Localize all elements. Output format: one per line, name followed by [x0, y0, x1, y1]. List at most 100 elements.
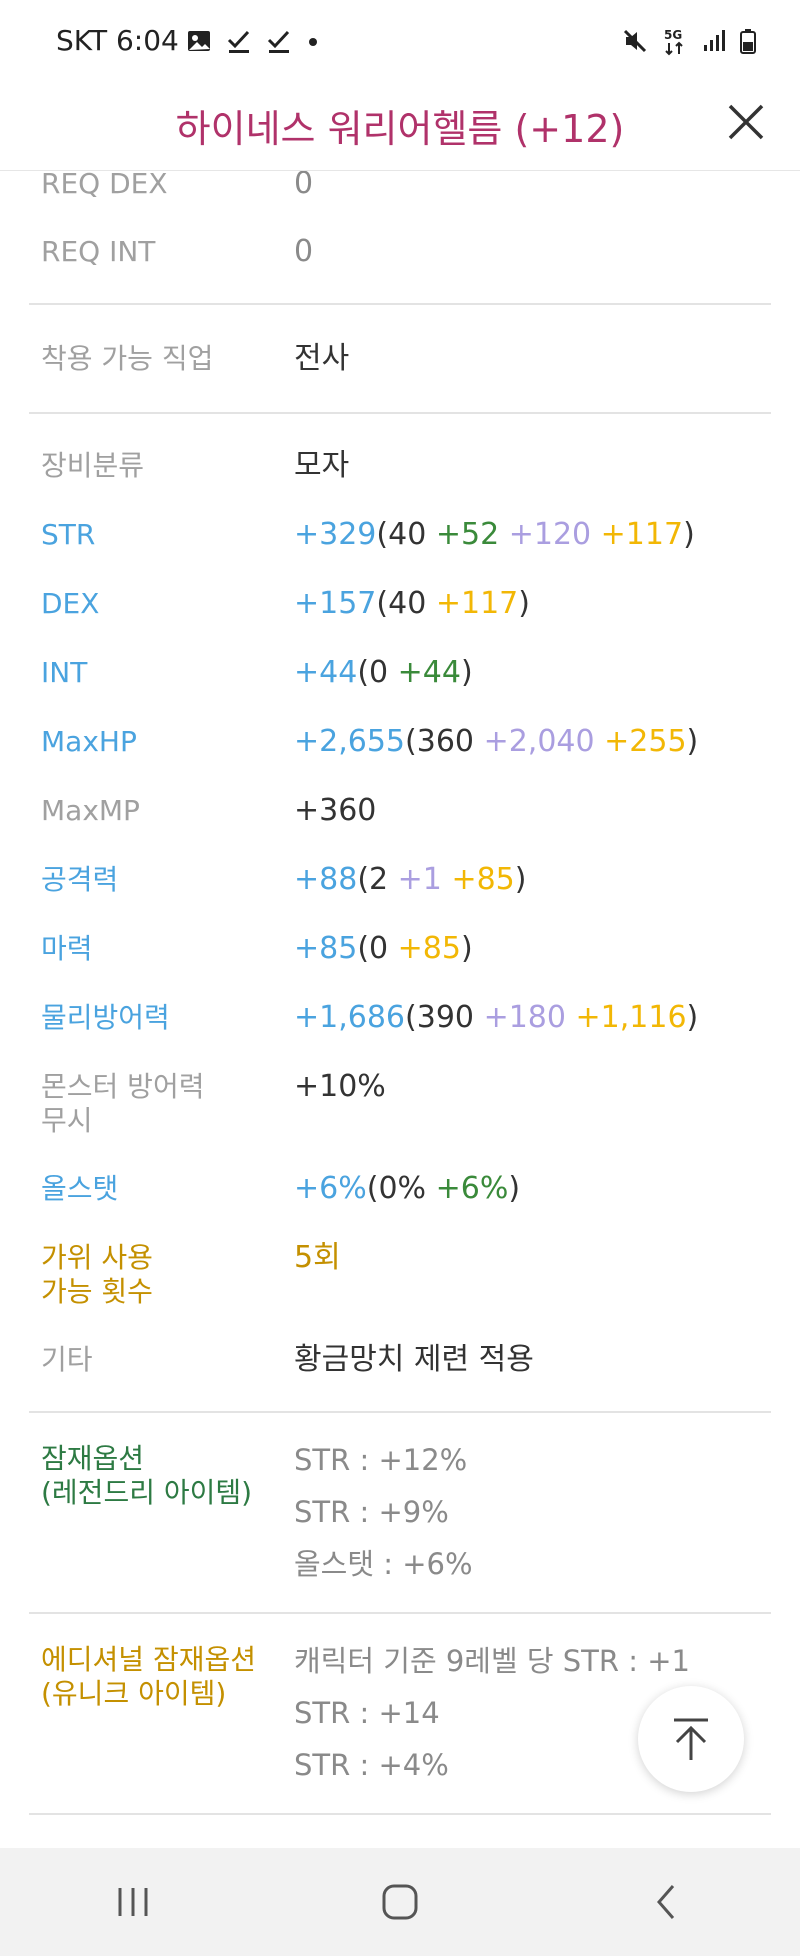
signal-icon — [702, 29, 726, 59]
paren-open: ( — [405, 724, 417, 759]
paren-open: ( — [376, 517, 389, 552]
scissors-value: 5회 — [294, 1240, 341, 1275]
etc-label: 기타 — [41, 1343, 93, 1376]
stat-star: +117 — [600, 517, 684, 552]
stat-base: 0 — [369, 655, 389, 690]
label-line: 가위 사용 — [41, 1241, 153, 1274]
label-line: 잠재옵션 — [41, 1442, 145, 1475]
maxhp-row: MaxHP +2,655(360 +2,040 +255) — [29, 708, 771, 777]
req-row: REQ INT 0 — [29, 218, 771, 303]
potential-lines: STR : +12% STR : +9% 올스탯 : +6% — [294, 1425, 473, 1602]
stat-star: +255 — [604, 724, 687, 759]
check-icon — [266, 28, 292, 61]
dex-label: DEX — [41, 587, 100, 620]
home-icon — [382, 1884, 418, 1920]
dot-icon — [306, 28, 320, 61]
str-row: STR +329(40 +52 +120 +117) — [29, 501, 771, 570]
potential-line: STR : +9% — [294, 1495, 449, 1529]
paren-open: ( — [366, 1171, 379, 1206]
paren-open: ( — [357, 655, 370, 690]
close-icon — [728, 104, 764, 140]
paren-open: ( — [405, 1000, 417, 1035]
etc-value: 황금망치 제련 적용 — [294, 1342, 534, 1377]
stat-star: +85 — [397, 931, 461, 966]
stat-base: 390 — [416, 1000, 475, 1035]
paren-close: ) — [460, 931, 473, 966]
paren-close: ) — [686, 724, 699, 759]
defense-row: 물리방어력 +1,686(390 +180 +1,116) — [29, 984, 771, 1053]
paren-open: ( — [376, 586, 389, 621]
req-row: REQ DEX 0 — [29, 150, 771, 218]
additional-row: 에디셔널 잠재옵션 (유니크 아이템) 캐릭터 기준 9레벨 당 STR : +… — [29, 1626, 771, 1803]
paren-close: ) — [460, 655, 473, 690]
paren-open: ( — [357, 931, 370, 966]
paren-close: ) — [514, 862, 527, 897]
potential-section: 잠재옵션 (레전드리 아이템) STR : +12% STR : +9% 올스탯… — [29, 1413, 771, 1614]
maxmp-label: MaxMP — [41, 794, 140, 827]
defense-label: 물리방어력 — [41, 1001, 170, 1034]
arrow-up-icon — [674, 1718, 708, 1760]
recents-button[interactable] — [73, 1862, 193, 1942]
str-label: STR — [41, 518, 96, 551]
maxmp-value: +360 — [294, 793, 377, 828]
label-line: 몬스터 방어력 — [41, 1070, 205, 1103]
str-value: +329(40 +52 +120 +117) — [294, 501, 695, 552]
magic-label: 마력 — [41, 932, 93, 965]
allstat-value: +6%(0% +6%) — [294, 1155, 520, 1206]
item-detail: REQ DEX 0 REQ INT 0 착용 가능 직업 전사 장비분류 모자 … — [0, 150, 800, 1815]
stats-section: 장비분류 모자 STR +329(40 +52 +120 +117) DEX +… — [29, 414, 771, 1413]
job-label: 착용 가능 직업 — [41, 341, 214, 375]
paren-close: ) — [508, 1171, 521, 1206]
ignore-def-label: 몬스터 방어력 무시 — [29, 1053, 294, 1138]
stat-enhance: +180 — [483, 1000, 566, 1035]
label-line: (레전드리 아이템) — [41, 1476, 253, 1509]
int-value: +44(0 +44) — [294, 639, 473, 690]
stat-enhance: +120 — [508, 517, 592, 552]
stat-base: 2 — [369, 862, 389, 897]
ignore-def-value: +10% — [294, 1069, 386, 1104]
stat-base: 40 — [388, 517, 427, 552]
etc-row: 기타 황금망치 제련 적용 — [29, 1326, 771, 1395]
category-label: 장비분류 — [41, 449, 145, 482]
system-nav-bar — [0, 1848, 800, 1956]
dex-value: +157(40 +117) — [294, 570, 530, 621]
req-dex-label: REQ DEX — [41, 167, 168, 200]
stat-enhance: +2,040 — [483, 724, 595, 759]
stat-total: +6% — [294, 1171, 367, 1206]
stat-base: 360 — [416, 724, 475, 759]
home-button[interactable] — [340, 1862, 460, 1942]
notification-icons — [186, 28, 320, 61]
additional-potential-section: 에디셔널 잠재옵션 (유니크 아이템) 캐릭터 기준 9레벨 당 STR : +… — [29, 1614, 771, 1815]
stat-star: +85 — [451, 862, 515, 897]
stat-star: +117 — [435, 586, 519, 621]
req-dex-value: 0 — [294, 166, 314, 201]
back-button[interactable] — [607, 1862, 727, 1942]
app-header: 하이네스 워리어헬름 (+12) — [0, 82, 800, 171]
stat-total: +88 — [294, 862, 358, 897]
req-int-value: 0 — [294, 234, 314, 269]
stat-star: +1,116 — [575, 1000, 687, 1035]
recents-icon — [118, 1888, 148, 1916]
close-button[interactable] — [720, 96, 772, 148]
paren-close: ) — [518, 586, 530, 621]
carrier: SKT — [56, 24, 108, 57]
maxmp-row: MaxMP +360 — [29, 777, 771, 846]
allstat-label: 올스탯 — [41, 1172, 119, 1205]
stat-bonus: +44 — [397, 655, 461, 690]
system-icons: 5G — [622, 26, 756, 62]
paren-close: ) — [686, 1000, 699, 1035]
label-line: (유니크 아이템) — [41, 1677, 227, 1710]
label-line: 무시 — [41, 1104, 93, 1137]
job-section: 착용 가능 직업 전사 — [29, 305, 771, 414]
scroll-top-button[interactable] — [638, 1686, 744, 1792]
paren-close: ) — [683, 517, 695, 552]
stat-base: 40 — [388, 586, 427, 621]
int-label: INT — [41, 656, 88, 689]
5g-icon: 5G — [662, 26, 688, 62]
additional-line: STR : +14 — [294, 1696, 440, 1730]
category-value: 모자 — [294, 448, 350, 483]
stat-total: +329 — [294, 517, 377, 552]
magic-value: +85(0 +85) — [294, 915, 473, 966]
potential-line: STR : +12% — [294, 1443, 468, 1477]
stat-total: +85 — [294, 931, 358, 966]
